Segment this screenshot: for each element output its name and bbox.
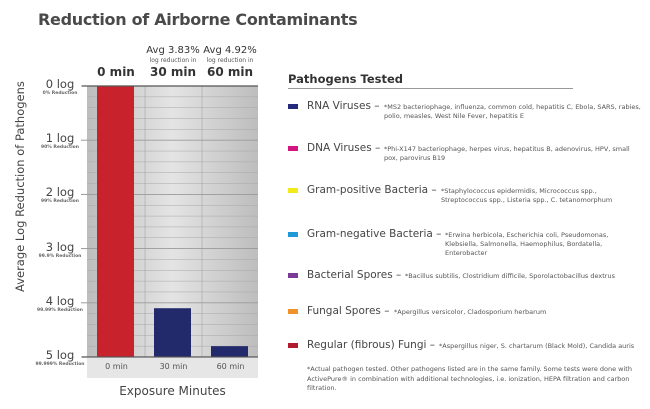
column-header: Avg 4.92% log reduction in 60 min [195, 45, 265, 79]
footnote: *Actual pathogen tested. Other pathogens… [307, 365, 632, 392]
legend-description: *Erwina herbicola, Escherichia coli, Pse… [445, 231, 609, 257]
y-tick-sub: 0% Reduction [42, 91, 78, 96]
legend-swatch [288, 104, 298, 109]
legend-description: *Staphylococcus epidermidis, Micrococcus… [441, 187, 613, 204]
y-tick-text: 3 log [45, 239, 75, 254]
y-tick-label: 2 log 99% Reduction [30, 185, 90, 204]
y-tick-text: 2 log [45, 185, 75, 200]
legend-swatch [288, 273, 298, 278]
y-tick-label: 0 log 0% Reduction [30, 77, 90, 96]
legend-swatch [288, 343, 298, 348]
x-axis-band [87, 358, 258, 378]
legend-swatch [288, 232, 298, 237]
y-tick-label: 4 log 99.99% Reduction [30, 294, 90, 313]
legend-swatch [288, 309, 298, 314]
column-header: Avg 3.83% log reduction in 30 min [138, 45, 208, 79]
legend-description: *Phi-X147 bacteriophage, herpes virus, h… [384, 145, 630, 162]
x-tick-label: 30 min [159, 362, 188, 371]
y-tick-sub: 90% Reduction [41, 145, 79, 151]
y-tick-text: 0 log [45, 77, 75, 91]
legend-name: Bacterial Spores – [307, 269, 402, 281]
avg-sub: log reduction in [206, 57, 254, 64]
y-tick-sub: 99.9% Reduction [38, 253, 82, 259]
column-min: 60 min [206, 65, 254, 79]
bar-30-min [154, 308, 191, 357]
y-tick-text: 1 log [45, 131, 75, 146]
legend-item-row: RNA Viruses – [307, 100, 380, 112]
legend-name: RNA Viruses – [307, 100, 380, 112]
y-tick-text: 4 log [45, 293, 75, 308]
column-header: 0 min [81, 45, 151, 79]
legend-name: Fungal Spores – [307, 305, 390, 317]
y-tick-sub: 99.999% Reduction [35, 362, 85, 367]
y-tick-label: 3 log 99.9% Reduction [30, 240, 90, 259]
legend-description: *Bacillus subtilis, Clostridium difficil… [405, 272, 615, 280]
legend-divider [288, 88, 573, 89]
legend-swatch [288, 188, 298, 193]
y-tick-text: 5 log [45, 348, 75, 362]
legend-item-row: Gram-positive Bacteria – [307, 184, 437, 196]
y-tick-sub: 99% Reduction [41, 199, 79, 205]
column-min: 30 min [149, 65, 197, 79]
legend-item-row: Gram-negative Bacteria – [307, 228, 441, 240]
legend-name: DNA Viruses – [307, 142, 381, 154]
x-tick-label: 60 min [216, 362, 245, 371]
legend-item-row: Fungal Spores – [307, 305, 390, 317]
y-axis-title: Average Log Reduction of Pathogens [13, 81, 27, 292]
legend-description: *MS2 bacteriophage, influenza, common co… [384, 103, 641, 120]
legend-item-row: Regular (fibrous) Fungi – [307, 339, 435, 351]
x-axis-title: Exposure Minutes [119, 384, 226, 398]
legend-description: *Apergillus versicolor, Cladosporium her… [394, 308, 547, 316]
bar-60-min [211, 346, 248, 357]
legend-description: *Aspergillus niger, S. chartarum (Black … [439, 342, 635, 350]
avg-label: Avg 4.92% [203, 45, 257, 56]
legend-item-row: DNA Viruses – [307, 142, 380, 154]
y-tick-label: 1 log 90% Reduction [30, 131, 90, 150]
bar-0-min [97, 86, 134, 357]
y-tick-label: 5 log 99.999% Reduction [30, 348, 90, 367]
legend-name: Regular (fibrous) Fungi – [307, 339, 435, 351]
legend-title: Pathogens Tested [288, 72, 404, 86]
x-tick-label: 0 min [105, 362, 128, 371]
legend-name: Gram-negative Bacteria – [307, 228, 442, 240]
chart-title: Reduction of Airborne Contaminants [38, 10, 358, 29]
legend-item-row: Bacterial Spores – [307, 269, 401, 281]
legend-swatch [288, 146, 298, 151]
legend-name: Gram-positive Bacteria – [307, 184, 437, 196]
y-tick-sub: 99.99% Reduction [37, 307, 83, 313]
column-min: 0 min [97, 65, 135, 79]
avg-sub: log reduction in [149, 57, 197, 64]
avg-label: Avg 3.83% [146, 45, 200, 56]
